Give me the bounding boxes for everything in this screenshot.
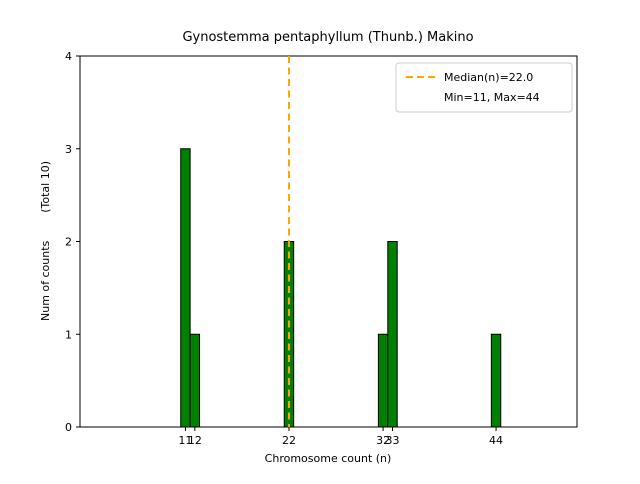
y-tick-label: 3	[65, 143, 72, 156]
legend-label-minmax: Min=11, Max=44	[444, 91, 540, 104]
bar-n11	[180, 148, 191, 428]
legend-label-median: Median(n)=22.0	[444, 71, 533, 84]
y-tick-label: 4	[65, 50, 72, 63]
x-tick-label: 32	[376, 434, 390, 447]
bar-n44	[490, 333, 502, 428]
x-axis-label: Chromosome count (n)	[265, 452, 392, 465]
bar-n32	[377, 333, 389, 428]
bar-n12	[189, 333, 201, 428]
x-tick-label: 33	[386, 434, 400, 447]
y-tick-label: 1	[65, 328, 72, 341]
y-tick-label: 2	[65, 236, 72, 249]
x-tick-label: 44	[489, 434, 503, 447]
x-tick-label: 22	[282, 434, 296, 447]
legend-box	[395, 62, 573, 113]
chart-title: Gynostemma pentaphyllum (Thunb.) Makino	[182, 30, 473, 45]
y-axis-label: Num of counts (Total 10)	[39, 161, 52, 321]
x-tick-label: 12	[188, 434, 202, 447]
x-tick-label: 11	[178, 434, 192, 447]
bar-n33	[387, 241, 398, 428]
legend: Median(n)=22.0 Min=11, Max=44	[395, 62, 573, 113]
y-tick-label: 0	[65, 421, 72, 434]
